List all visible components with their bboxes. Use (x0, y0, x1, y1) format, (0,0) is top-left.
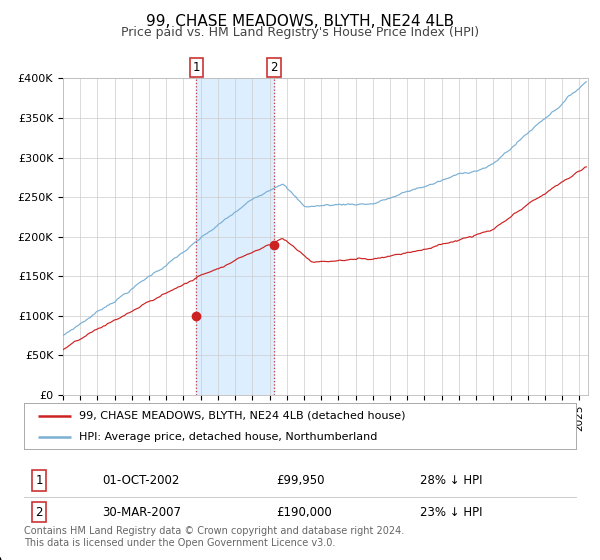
Text: 01-OCT-2002: 01-OCT-2002 (102, 474, 179, 487)
Text: 28% ↓ HPI: 28% ↓ HPI (420, 474, 482, 487)
Text: £99,950: £99,950 (276, 474, 325, 487)
Bar (196, 78, 274, 395)
Text: This data is licensed under the Open Government Licence v3.0.: This data is licensed under the Open Gov… (24, 538, 335, 548)
Text: 99, CHASE MEADOWS, BLYTH, NE24 4LB: 99, CHASE MEADOWS, BLYTH, NE24 4LB (146, 14, 454, 29)
Text: 2: 2 (270, 61, 278, 74)
Text: 30-MAR-2007: 30-MAR-2007 (102, 506, 181, 519)
Text: £190,000: £190,000 (276, 506, 332, 519)
Text: HPI: Average price, detached house, Northumberland: HPI: Average price, detached house, Nort… (79, 432, 377, 442)
Text: Price paid vs. HM Land Registry's House Price Index (HPI): Price paid vs. HM Land Registry's House … (121, 26, 479, 39)
Text: 1: 1 (35, 474, 43, 487)
Text: 99, CHASE MEADOWS, BLYTH, NE24 4LB (detached house): 99, CHASE MEADOWS, BLYTH, NE24 4LB (deta… (79, 410, 406, 421)
Text: 2: 2 (35, 506, 43, 519)
Text: 23% ↓ HPI: 23% ↓ HPI (420, 506, 482, 519)
Text: Contains HM Land Registry data © Crown copyright and database right 2024.: Contains HM Land Registry data © Crown c… (24, 526, 404, 536)
Text: 1: 1 (193, 61, 200, 74)
